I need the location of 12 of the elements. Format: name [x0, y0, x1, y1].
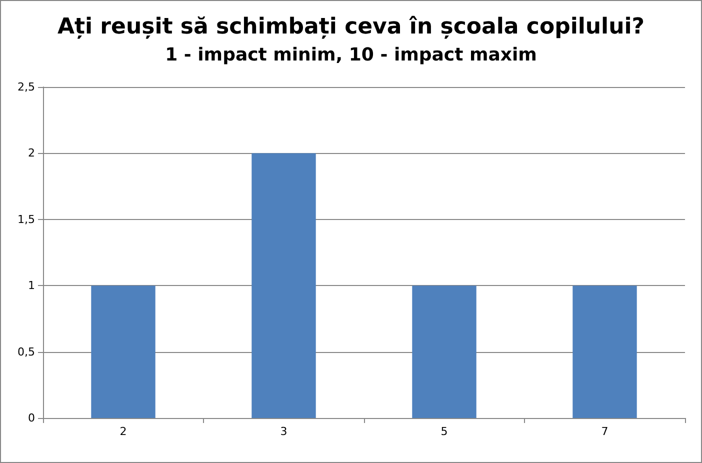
y-tick-label: 2,5 — [18, 80, 35, 94]
y-tick-label: 1,5 — [18, 212, 35, 226]
chart-subtitle: 1 - impact minim, 10 - impact maxim — [165, 44, 537, 66]
x-tick-label: 7 — [601, 425, 608, 438]
x-tick-label: 3 — [280, 425, 288, 438]
y-tick-label: 1 — [28, 279, 35, 292]
y-tick-label: 0,5 — [18, 345, 35, 358]
y-tick-label: 2 — [28, 146, 35, 160]
x-tick-label: 5 — [440, 425, 448, 438]
y-tick-label: 0 — [28, 412, 35, 424]
chart-title: Ați reușit să schimbați ceva în școala copilului? — [57, 14, 645, 40]
x-tick-label: 2 — [120, 425, 127, 438]
